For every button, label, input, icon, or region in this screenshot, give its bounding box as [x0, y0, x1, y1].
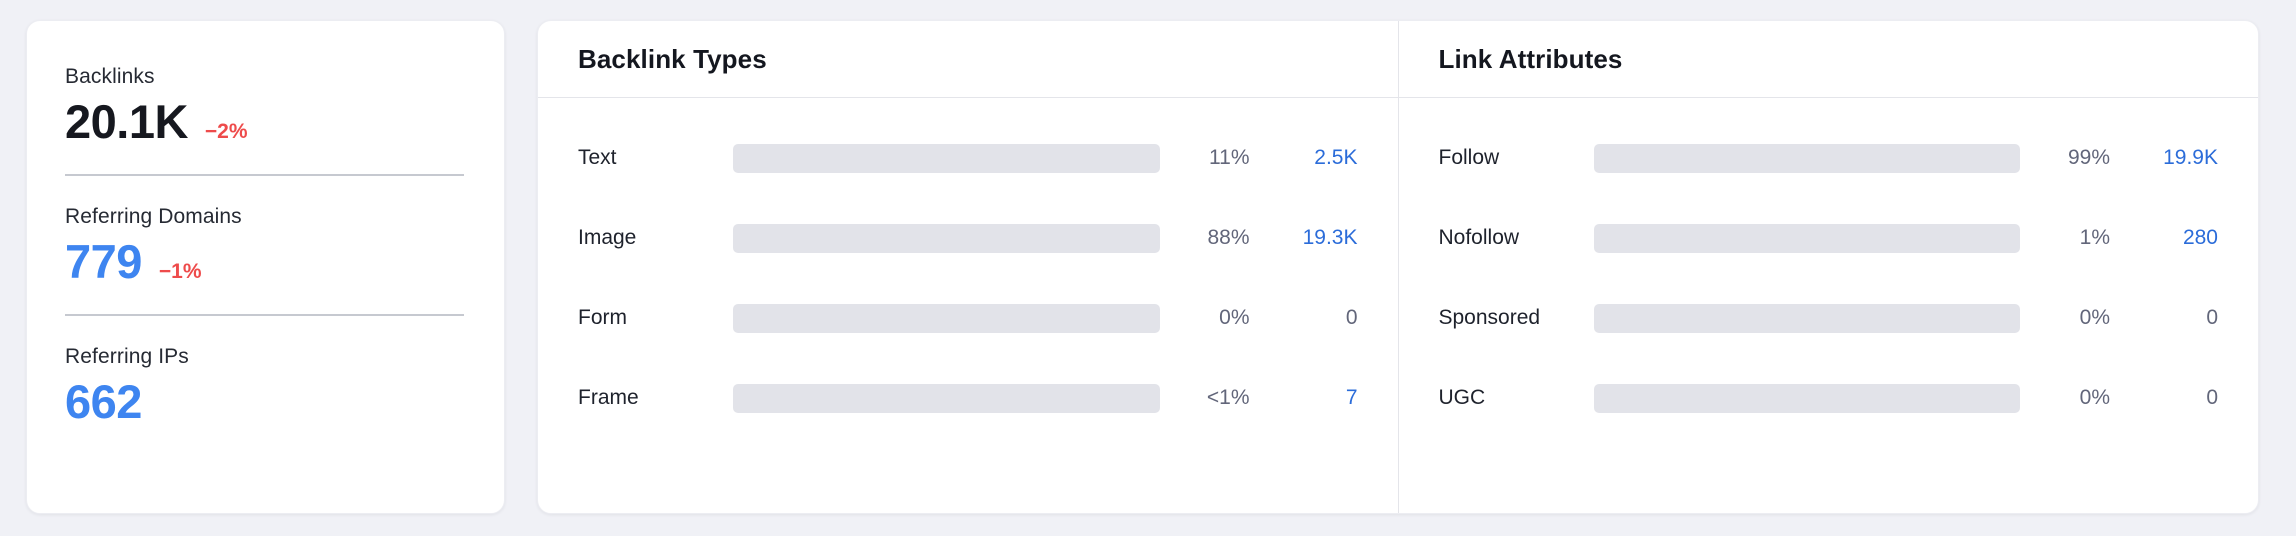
row-label: Sponsored: [1438, 306, 1541, 329]
stat-value: 20.1K: [65, 95, 188, 148]
backlinks-summary-card: Backlinks 20.1K −2% Referring Domains 77…: [26, 20, 505, 514]
bar-track: [1593, 223, 2020, 253]
stat-label: Referring Domains: [65, 205, 242, 228]
stat-referring-domains: Referring Domains 779 −1%: [65, 205, 464, 285]
row-label: Image: [578, 226, 637, 249]
row-label: Frame: [578, 386, 639, 409]
bar-track: [1593, 383, 2020, 413]
row-value-link[interactable]: 2.5K: [1314, 146, 1358, 169]
stat-delta: −2%: [204, 120, 248, 143]
row-percent: <1%: [1206, 386, 1250, 409]
bar-row-frame: Frame <1% 7: [578, 358, 1358, 438]
bar-row-sponsored: Sponsored 0% 0: [1438, 278, 2218, 358]
row-value-link[interactable]: 7: [1345, 386, 1358, 409]
bar-track: [733, 383, 1160, 413]
stat-value[interactable]: 779: [65, 235, 142, 288]
bar-row-image: Image 88% 19.3K: [578, 198, 1358, 278]
bar-row-nofollow: Nofollow 1% 280: [1438, 198, 2218, 278]
row-value-link[interactable]: 19.3K: [1302, 226, 1358, 249]
bar-track: [1593, 303, 2020, 333]
bar-track: [733, 303, 1160, 333]
bar-row-form: Form 0% 0: [578, 278, 1358, 358]
bar-row-ugc: UGC 0% 0: [1438, 358, 2218, 438]
panel-title: Backlink Types: [578, 43, 767, 74]
panel-title: Link Attributes: [1438, 43, 1623, 74]
panel-body: Follow 99% 19.9K Nofollow 1% 280 Sponsor…: [1399, 98, 2259, 438]
stat-value-row: 20.1K −2%: [65, 98, 464, 145]
row-value-link[interactable]: 280: [2182, 226, 2218, 249]
panel-backlink-types: Backlink Types Text 11% 2.5K Image 88% 1…: [538, 21, 1398, 513]
stat-label: Backlinks: [65, 65, 155, 88]
row-label: Nofollow: [1438, 226, 1520, 249]
row-label: UGC: [1438, 386, 1486, 409]
stat-value-row: 779 −1%: [65, 238, 464, 285]
row-value: 0: [2206, 386, 2218, 409]
row-percent: 1%: [2079, 226, 2110, 249]
stat-backlinks: Backlinks 20.1K −2%: [65, 65, 464, 145]
panel-header: Backlink Types: [538, 21, 1398, 98]
stat-delta: −1%: [158, 260, 202, 283]
row-label: Text: [578, 146, 617, 169]
stat-label: Referring IPs: [65, 345, 189, 368]
row-label: Follow: [1438, 146, 1500, 169]
panel-link-attributes: Link Attributes Follow 99% 19.9K Nofollo…: [1397, 21, 2259, 513]
bar-row-follow: Follow 99% 19.9K: [1438, 118, 2218, 198]
row-value: 0: [1345, 306, 1358, 329]
stat-value-row: 662: [65, 378, 464, 425]
row-percent: 88%: [1207, 226, 1250, 249]
panel-body: Text 11% 2.5K Image 88% 19.3K Form 0% 0 …: [538, 98, 1398, 438]
bar-track: [733, 223, 1160, 253]
row-percent: 0%: [1219, 306, 1250, 329]
row-percent: 11%: [1209, 146, 1250, 169]
row-value-link[interactable]: 19.9K: [2163, 146, 2218, 169]
divider: [65, 174, 464, 176]
bar-track: [733, 143, 1160, 173]
row-percent: 0%: [2079, 306, 2110, 329]
row-percent: 99%: [2067, 146, 2110, 169]
row-percent: 0%: [2079, 386, 2110, 409]
stat-value[interactable]: 662: [65, 375, 142, 428]
panel-header: Link Attributes: [1398, 21, 2258, 98]
divider: [65, 314, 464, 316]
row-value: 0: [2206, 306, 2218, 329]
bar-track: [1593, 143, 2020, 173]
metrics-card: Backlink Types Text 11% 2.5K Image 88% 1…: [537, 20, 2259, 514]
stat-referring-ips: Referring IPs 662: [65, 345, 464, 425]
bar-row-text: Text 11% 2.5K: [578, 118, 1358, 198]
row-label: Form: [578, 306, 627, 329]
